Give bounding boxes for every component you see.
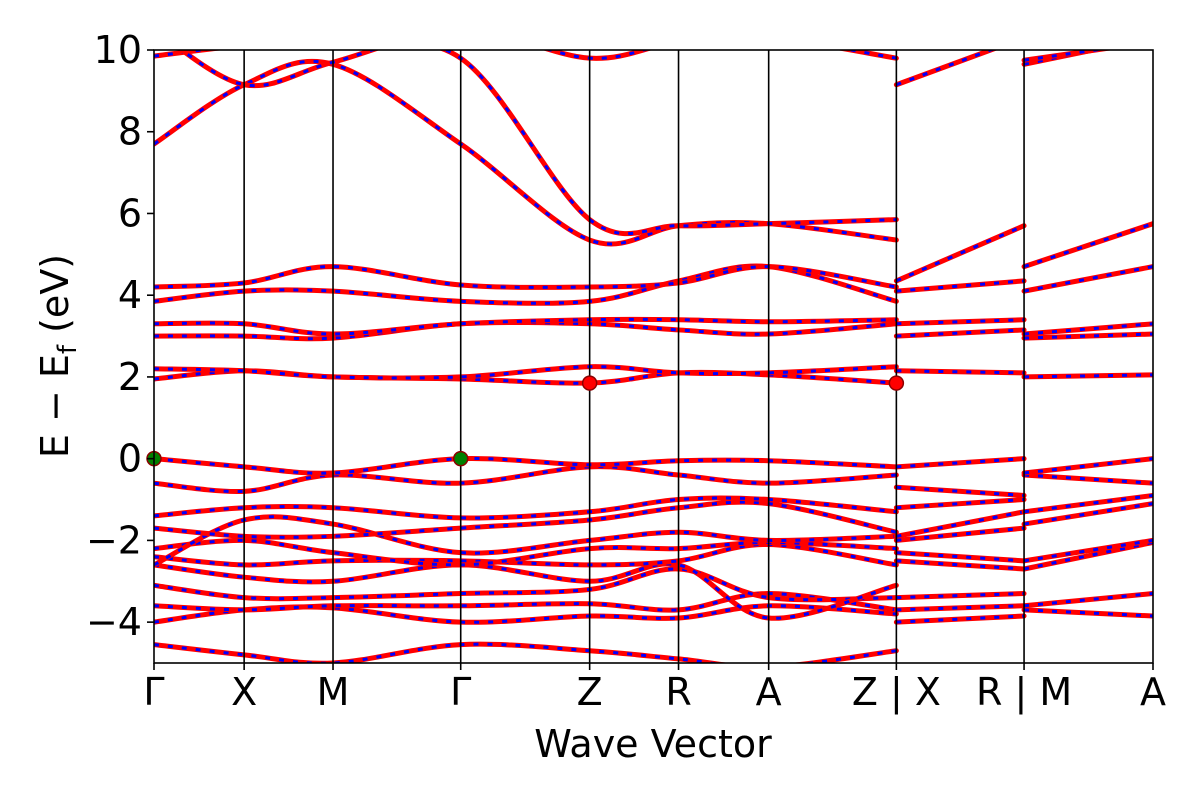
cbm-marker-0 [581, 375, 598, 391]
band-up-s1-8 [893, 484, 1027, 498]
band-up-s0-0 [154, 641, 899, 663]
band-up-s1-11 [893, 327, 1027, 339]
x-tick-label-9: A [1140, 670, 1166, 714]
band-up-s2-10 [1021, 321, 1153, 337]
band-up-s1-6 [893, 509, 1027, 539]
band-up-s1-5 [893, 525, 1027, 543]
band-up-s1-0 [893, 613, 1027, 625]
y-axis-label-unit: (eV) [33, 254, 77, 345]
x-tick-label-0: Γ [143, 670, 164, 714]
band-up-s1-2 [893, 591, 1027, 601]
x-tick-label-3: Γ [450, 670, 471, 714]
band-up-s1-9 [893, 456, 1027, 470]
band-up-s2-4 [1021, 501, 1153, 527]
y-axis-label-main: E − E [33, 354, 77, 458]
y-axis-ticks: 10 8 6 4 2 0 −2 −4 [86, 28, 154, 644]
band-up-s1-13 [893, 278, 1027, 294]
band-up-s2-14 [1021, 50, 1114, 63]
plot-frame [153, 49, 1154, 664]
y-tick-label-0: 10 [94, 28, 142, 72]
x-tick-label-7: Z | X [852, 670, 941, 715]
band-up-s1-7 [893, 497, 1027, 511]
band-up-s2-1 [1021, 591, 1153, 609]
y-tick-label-6: −2 [86, 518, 142, 562]
band-down-s0-20 [179, 50, 897, 88]
x-axis-label: Wave Vector [534, 722, 772, 766]
x-tick-label-8: R | M [976, 670, 1072, 715]
band-up-s1-10 [893, 368, 1027, 376]
band-up-s1-3 [893, 558, 1027, 572]
x-axis-ticks: Γ X M Γ Z R A Z | X R | M A [143, 663, 1166, 715]
x-tick-label-4: Z [577, 670, 603, 714]
band-up-s2-6 [1021, 472, 1153, 486]
band-down-s1-14 [895, 224, 1025, 283]
band-down-s2-12 [1023, 222, 1153, 269]
y-tick-label-1: 8 [118, 110, 142, 154]
band-down-s0-19 [154, 50, 897, 236]
y-tick-label-5: 0 [118, 437, 142, 481]
x-tick-label-1: X [231, 670, 257, 714]
y-tick-label-7: −4 [86, 600, 142, 644]
y-tick-label-2: 6 [118, 191, 142, 235]
x-tick-label-5: R [665, 670, 691, 714]
band-up-s1-4 [893, 550, 1027, 564]
band-up-s2-3 [1021, 537, 1153, 564]
band-up-s2-9 [1021, 331, 1153, 341]
y-tick-label-3: 4 [118, 273, 142, 317]
band-up-s2-2 [1021, 539, 1153, 572]
x-tick-label-2: M [317, 670, 350, 714]
y-tick-label-4: 2 [118, 355, 142, 399]
extrema-markers [146, 375, 905, 467]
band-up-s2-0 [1021, 607, 1153, 619]
band-up-s1-1 [893, 603, 1027, 613]
kpoint-lines [243, 50, 1025, 663]
band-up-s2-8 [1021, 372, 1153, 380]
x-tick-label-6: A [756, 670, 782, 714]
band-up-s2-7 [1021, 456, 1153, 476]
band-up-s2-5 [1021, 492, 1153, 515]
band-down-s0-4 [154, 562, 897, 620]
y-axis-label: E − Ef (eV) [33, 254, 83, 458]
band-up-s1-15 [893, 50, 998, 88]
y-axis-label-sub: f [53, 344, 83, 354]
band-up-s0-7 [154, 514, 899, 568]
cbm-marker-1 [888, 375, 905, 391]
vbm-marker-1 [452, 450, 469, 467]
band-up-s1-12 [893, 317, 1027, 327]
band-up-s2-11 [1021, 264, 1153, 294]
